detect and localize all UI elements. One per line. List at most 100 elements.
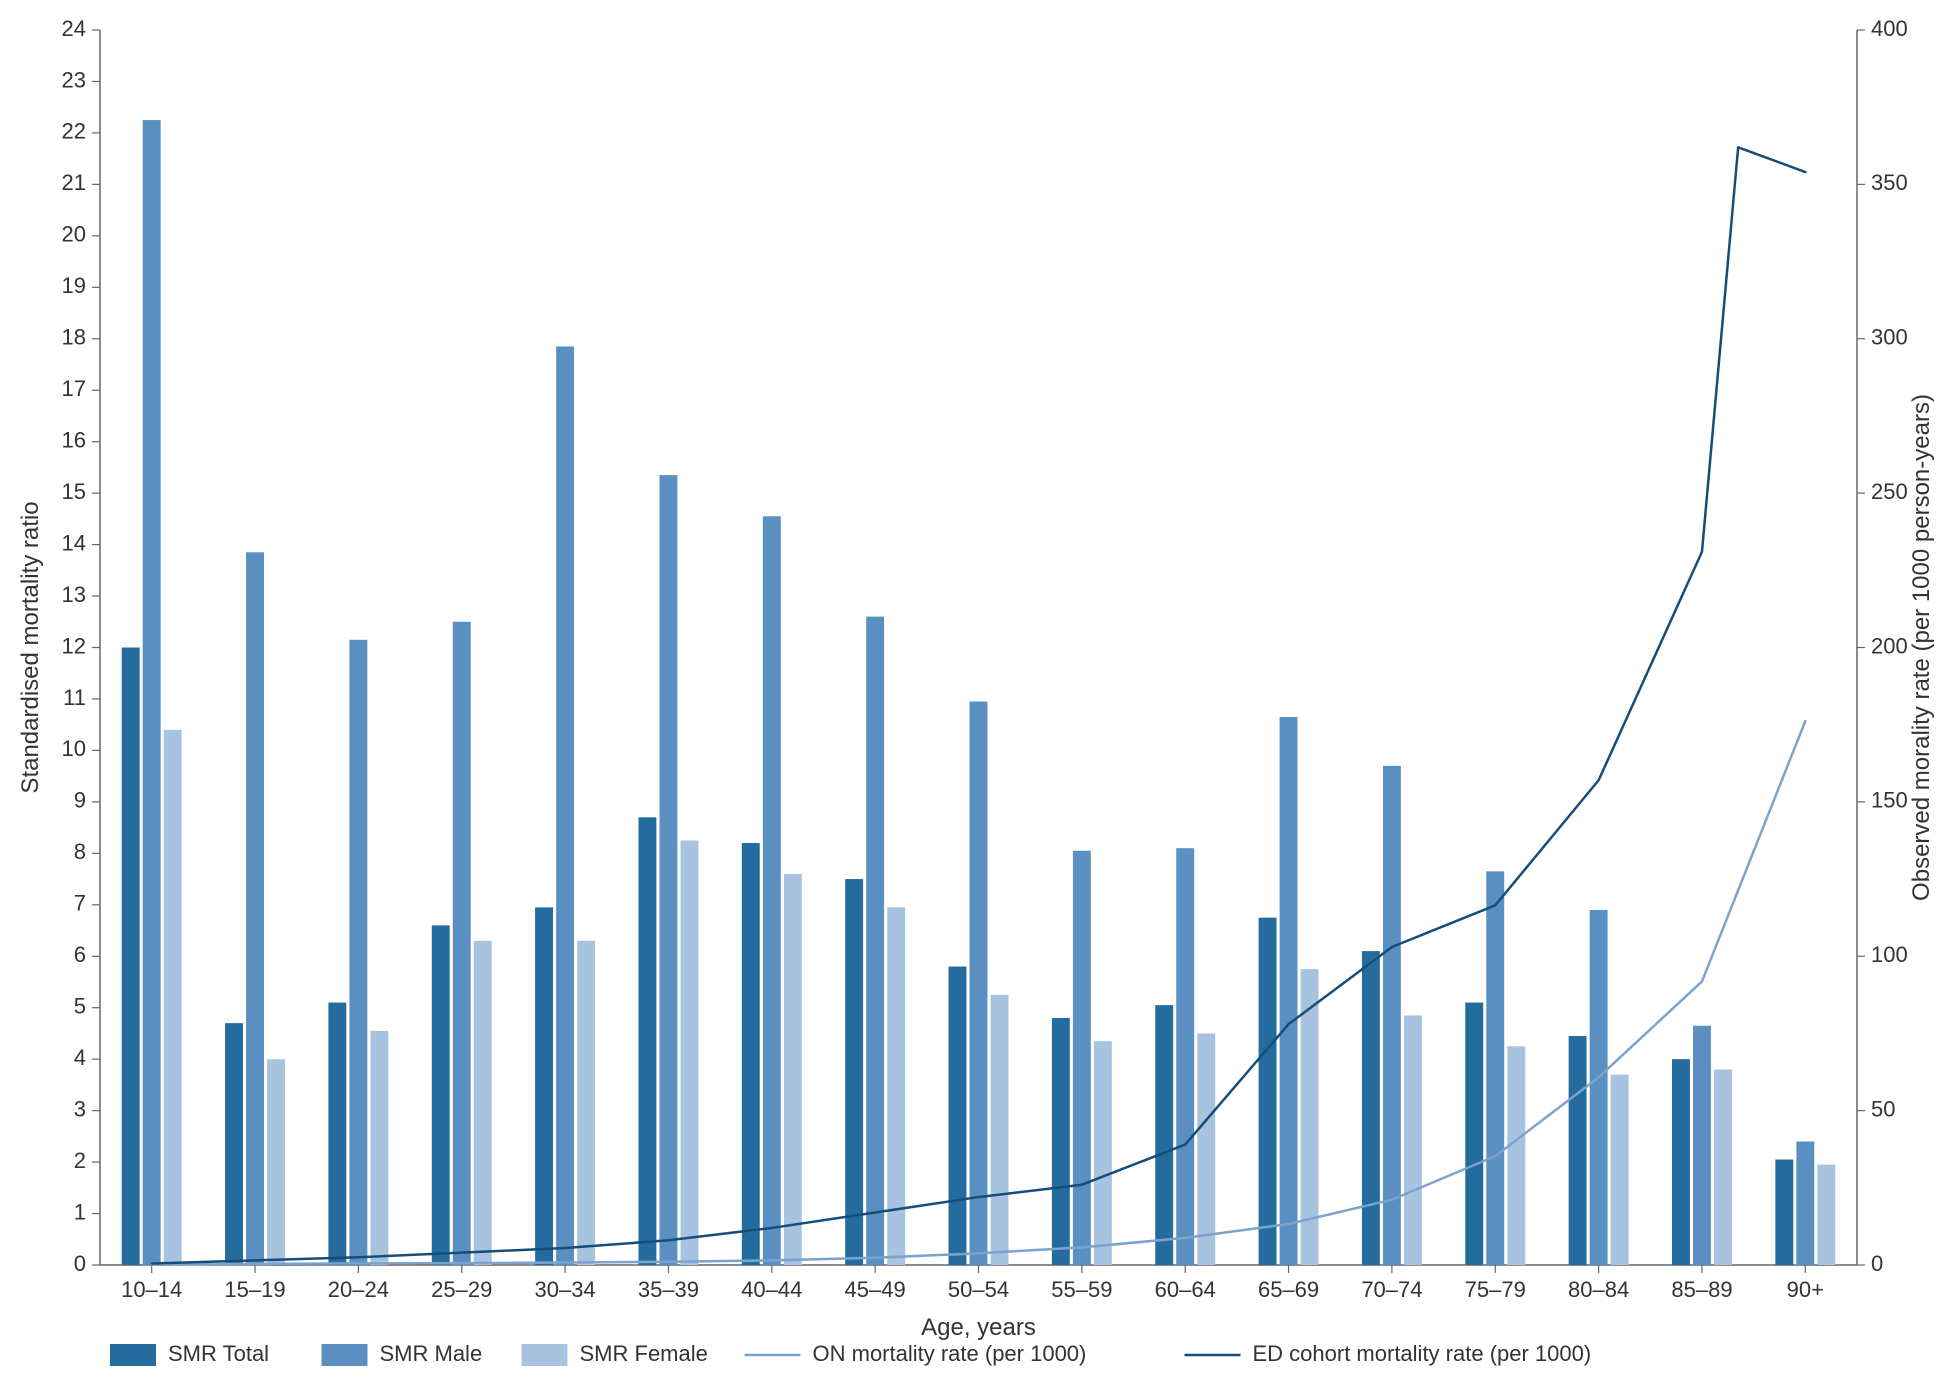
x-tick-label: 40–44 [741, 1277, 802, 1302]
y-left-tick-label: 23 [62, 67, 86, 92]
y-left-tick-label: 16 [62, 427, 86, 452]
y-left-tick-label: 17 [62, 376, 86, 401]
bar-smr-total [1052, 1018, 1070, 1265]
y-left-tick-label: 8 [74, 839, 86, 864]
y-left-tick-label: 10 [62, 736, 86, 761]
legend-label: SMR Male [380, 1341, 483, 1366]
y-right-tick-label: 150 [1871, 788, 1908, 813]
legend-swatch [522, 1344, 568, 1366]
bar-smr-total [432, 925, 450, 1265]
bar-smr-female [1714, 1069, 1732, 1265]
bar-smr-male [970, 702, 988, 1265]
bar-smr-total [328, 1003, 346, 1265]
bar-smr-male [1176, 848, 1194, 1265]
bar-smr-female [991, 995, 1009, 1265]
bar-smr-male [1280, 717, 1298, 1265]
x-tick-label: 70–74 [1361, 1277, 1422, 1302]
y-left-tick-label: 9 [74, 788, 86, 813]
y-left-tick-label: 21 [62, 170, 86, 195]
y-left-tick-label: 0 [74, 1251, 86, 1276]
y-right-axis-label: Observed morality rate (per 1000 person-… [1908, 394, 1935, 901]
y-left-axis-label: Standardised mortality ratio [17, 501, 44, 793]
x-tick-label: 35–39 [638, 1277, 699, 1302]
y-left-tick-label: 5 [74, 994, 86, 1019]
x-tick-label: 15–19 [224, 1277, 285, 1302]
x-tick-label: 45–49 [845, 1277, 906, 1302]
y-left-tick-label: 2 [74, 1148, 86, 1173]
bar-smr-female [1197, 1033, 1215, 1265]
x-tick-label: 20–24 [328, 1277, 389, 1302]
y-left-tick-label: 4 [74, 1045, 86, 1070]
legend-label: ON mortality rate (per 1000) [813, 1341, 1087, 1366]
bar-smr-female [267, 1059, 285, 1265]
bar-smr-male [763, 516, 781, 1265]
y-right-tick-label: 200 [1871, 633, 1908, 658]
x-tick-label: 50–54 [948, 1277, 1009, 1302]
bar-smr-male [453, 622, 471, 1265]
y-left-tick-label: 14 [62, 530, 86, 555]
bar-smr-total [949, 967, 967, 1265]
legend-swatch [322, 1344, 368, 1366]
y-right-tick-label: 400 [1871, 16, 1908, 41]
bar-smr-male [1073, 851, 1091, 1265]
bar-smr-total [1775, 1160, 1793, 1265]
x-tick-label: 75–79 [1465, 1277, 1526, 1302]
legend-swatch [110, 1344, 156, 1366]
y-left-tick-label: 19 [62, 273, 86, 298]
y-right-tick-label: 250 [1871, 479, 1908, 504]
bar-smr-female [1611, 1075, 1629, 1265]
y-left-tick-label: 6 [74, 942, 86, 967]
bar-smr-male [349, 640, 367, 1265]
y-right-tick-label: 100 [1871, 942, 1908, 967]
y-left-tick-label: 15 [62, 479, 86, 504]
bar-smr-male [143, 120, 161, 1265]
bar-smr-total [845, 879, 863, 1265]
x-tick-label: 25–29 [431, 1277, 492, 1302]
y-left-tick-label: 1 [74, 1199, 86, 1224]
bar-smr-female [1817, 1165, 1835, 1265]
bar-smr-male [1796, 1142, 1814, 1266]
bar-smr-female [577, 941, 595, 1265]
bar-smr-female [1404, 1015, 1422, 1265]
y-left-tick-label: 3 [74, 1096, 86, 1121]
x-tick-label: 90+ [1787, 1277, 1824, 1302]
bar-smr-total [122, 648, 140, 1266]
x-tick-label: 65–69 [1258, 1277, 1319, 1302]
bar-smr-male [246, 552, 264, 1265]
bar-smr-male [1486, 871, 1504, 1265]
bar-smr-male [1693, 1026, 1711, 1265]
bar-smr-total [1672, 1059, 1690, 1265]
legend-label: SMR Total [168, 1341, 269, 1366]
bar-smr-total [1362, 951, 1380, 1265]
bar-smr-total [1155, 1005, 1173, 1265]
y-right-tick-label: 300 [1871, 325, 1908, 350]
y-right-tick-label: 350 [1871, 170, 1908, 195]
x-tick-label: 30–34 [534, 1277, 595, 1302]
bar-smr-total [742, 843, 760, 1265]
bar-smr-male [556, 346, 574, 1265]
bar-smr-total [1259, 918, 1277, 1265]
y-left-tick-label: 20 [62, 222, 86, 247]
bar-smr-total [1569, 1036, 1587, 1265]
bar-smr-female [784, 874, 802, 1265]
x-tick-label: 10–14 [121, 1277, 182, 1302]
bar-smr-female [1507, 1046, 1525, 1265]
y-left-tick-label: 11 [63, 685, 86, 710]
bar-smr-total [535, 907, 553, 1265]
bar-smr-female [474, 941, 492, 1265]
y-left-tick-label: 22 [62, 119, 86, 144]
bar-smr-male [866, 617, 884, 1265]
bar-smr-total [1465, 1003, 1483, 1265]
y-left-tick-label: 13 [62, 582, 86, 607]
legend-label: ED cohort mortality rate (per 1000) [1253, 1341, 1592, 1366]
y-left-tick-label: 7 [74, 891, 86, 916]
bar-smr-male [1383, 766, 1401, 1265]
bar-smr-male [1590, 910, 1608, 1265]
x-tick-label: 80–84 [1568, 1277, 1629, 1302]
mortality-chart: 0123456789101112131415161718192021222324… [0, 0, 1957, 1381]
y-left-tick-label: 18 [62, 325, 86, 350]
bar-smr-total [225, 1023, 243, 1265]
y-right-tick-label: 50 [1871, 1096, 1895, 1121]
bar-smr-total [638, 817, 656, 1265]
y-left-tick-label: 24 [62, 16, 86, 41]
